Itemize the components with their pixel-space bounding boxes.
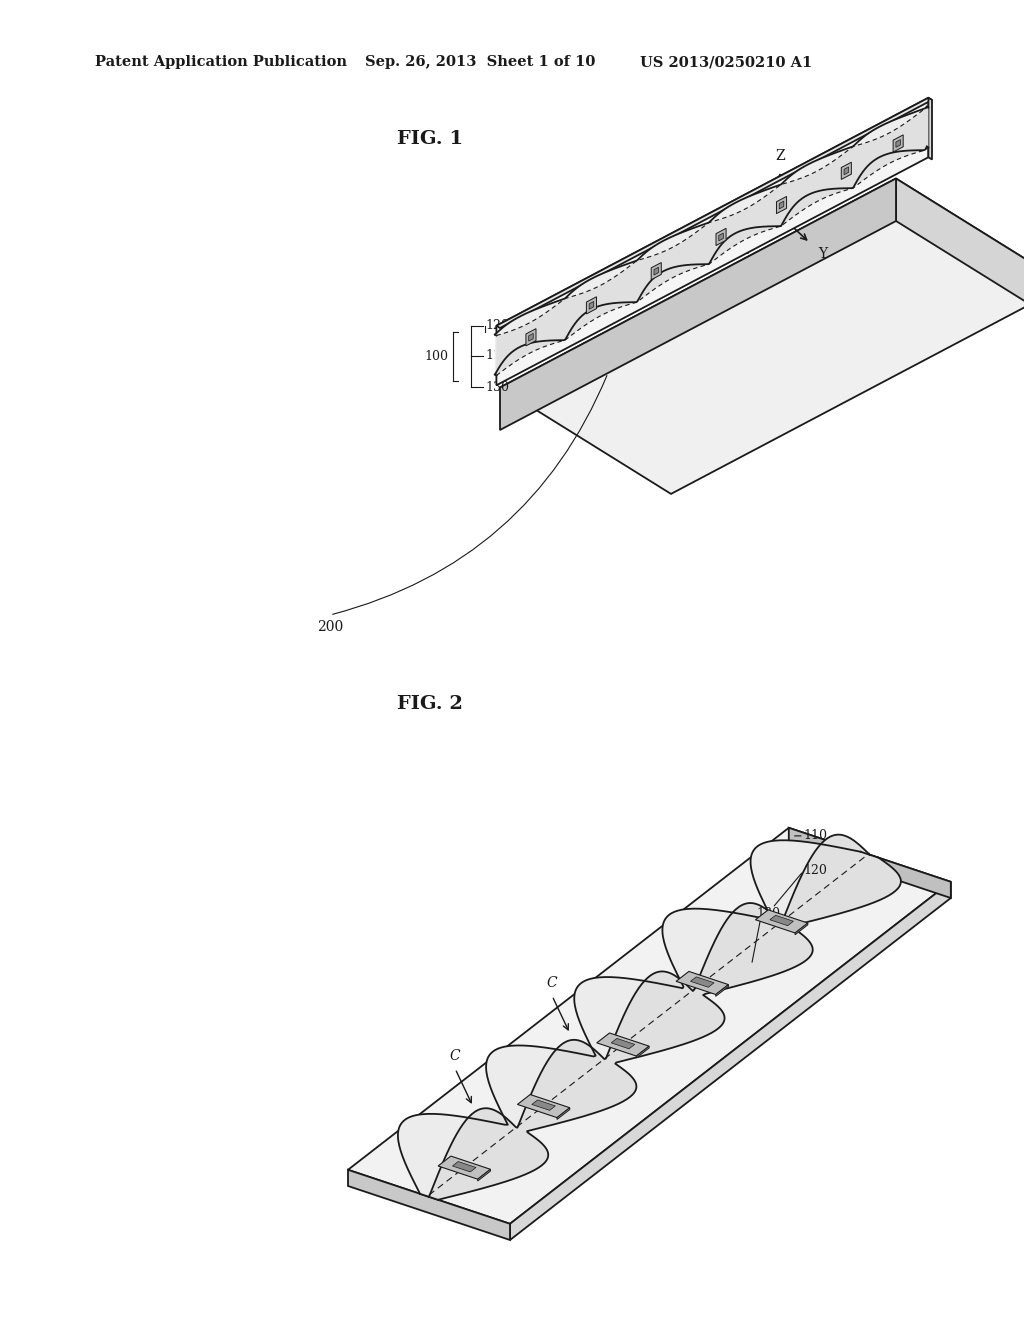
Polygon shape [597, 1034, 649, 1056]
Text: Y: Y [818, 247, 827, 261]
Polygon shape [716, 228, 726, 246]
Polygon shape [896, 140, 900, 148]
Text: US 2013/0250210 A1: US 2013/0250210 A1 [640, 55, 812, 69]
Polygon shape [531, 1100, 555, 1110]
Polygon shape [348, 828, 951, 1224]
Polygon shape [636, 1047, 649, 1057]
Polygon shape [495, 107, 927, 375]
Polygon shape [557, 1107, 569, 1119]
Polygon shape [500, 178, 896, 430]
Text: C: C [547, 975, 557, 990]
Polygon shape [795, 923, 808, 935]
Polygon shape [477, 1170, 490, 1181]
Polygon shape [716, 985, 728, 997]
Text: X: X [739, 243, 749, 257]
Polygon shape [842, 162, 851, 180]
Polygon shape [788, 828, 951, 898]
Polygon shape [776, 197, 786, 214]
Text: 120: 120 [804, 865, 827, 878]
Polygon shape [398, 834, 869, 1197]
Polygon shape [528, 334, 534, 341]
Polygon shape [929, 98, 932, 160]
Polygon shape [429, 834, 901, 1200]
Text: Sep. 26, 2013  Sheet 1 of 10: Sep. 26, 2013 Sheet 1 of 10 [365, 55, 595, 69]
Text: FIG. 2: FIG. 2 [397, 696, 463, 713]
Text: 130: 130 [485, 380, 509, 393]
Polygon shape [497, 98, 929, 385]
Polygon shape [438, 1156, 490, 1179]
Text: FIG. 1: FIG. 1 [397, 129, 463, 148]
Polygon shape [587, 297, 596, 314]
Polygon shape [589, 301, 594, 309]
Polygon shape [453, 1162, 476, 1172]
Polygon shape [497, 98, 932, 327]
Polygon shape [756, 909, 808, 933]
Polygon shape [690, 977, 714, 987]
Polygon shape [770, 915, 794, 925]
Polygon shape [893, 135, 903, 152]
Text: 100: 100 [424, 350, 449, 363]
Polygon shape [844, 166, 849, 174]
Polygon shape [654, 267, 658, 275]
Text: 110: 110 [804, 829, 827, 842]
Polygon shape [510, 882, 951, 1239]
Text: Z: Z [775, 149, 784, 162]
Polygon shape [896, 178, 1024, 327]
Polygon shape [676, 972, 728, 994]
Polygon shape [497, 107, 929, 375]
Text: 120: 120 [485, 319, 509, 333]
Polygon shape [517, 1094, 569, 1118]
Text: 110: 110 [485, 348, 509, 362]
Text: 200: 200 [316, 620, 343, 634]
Polygon shape [651, 263, 662, 280]
Polygon shape [526, 329, 536, 346]
Text: C: C [450, 1048, 461, 1063]
Text: 130: 130 [757, 907, 780, 920]
Polygon shape [611, 1039, 635, 1049]
Polygon shape [348, 1170, 510, 1239]
Polygon shape [779, 201, 783, 209]
Polygon shape [719, 234, 723, 240]
Text: Patent Application Publication: Patent Application Publication [95, 55, 347, 69]
Polygon shape [500, 178, 1024, 494]
